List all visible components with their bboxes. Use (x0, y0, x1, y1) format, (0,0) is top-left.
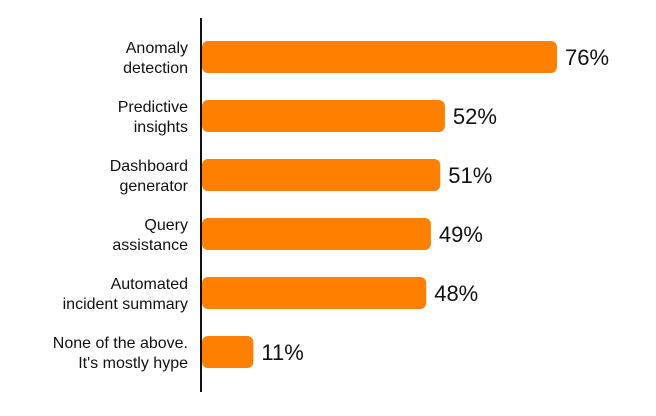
category-label-line: generator (120, 178, 189, 195)
bar-5 (202, 336, 254, 368)
value-label-0: 76% (565, 45, 609, 70)
category-label-line: Anomaly (126, 40, 188, 57)
category-label-line: None of the above. (53, 335, 188, 352)
bar-2 (202, 159, 441, 191)
value-label-3: 49% (439, 222, 483, 247)
value-labels-group: 76% 52% 51% 49% 48% 11% (261, 45, 609, 365)
bar-1 (202, 100, 445, 132)
category-label-0: Anomaly detection (123, 40, 188, 77)
value-label-4: 48% (434, 281, 478, 306)
category-label-1: Predictive insights (118, 99, 188, 136)
category-label-line: Query (144, 217, 188, 234)
category-label-2: Dashboard generator (110, 158, 189, 195)
category-label-line: Predictive (118, 99, 188, 116)
category-labels-group: Anomaly detection Predictive insights Dashbo… (53, 40, 189, 372)
value-label-5: 11% (261, 340, 303, 365)
bar-0 (202, 41, 557, 73)
category-label-line: incident summary (63, 296, 188, 313)
category-label-line: Dashboard (110, 158, 188, 175)
category-label-5: None of the above. It's mostly hype (53, 335, 188, 372)
category-label-line: Automated (111, 276, 188, 293)
category-label-line: detection (123, 60, 188, 77)
bar-3 (202, 218, 431, 250)
value-label-1: 52% (453, 104, 497, 129)
category-label-line: It's mostly hype (78, 355, 188, 372)
category-label-4: Automated incident summary (63, 276, 188, 313)
bar-4 (202, 277, 427, 309)
category-label-3: Query assistance (112, 217, 188, 254)
value-label-2: 51% (448, 163, 492, 188)
bars-group (202, 41, 557, 368)
category-label-line: assistance (112, 237, 188, 254)
category-label-line: insights (134, 119, 188, 136)
